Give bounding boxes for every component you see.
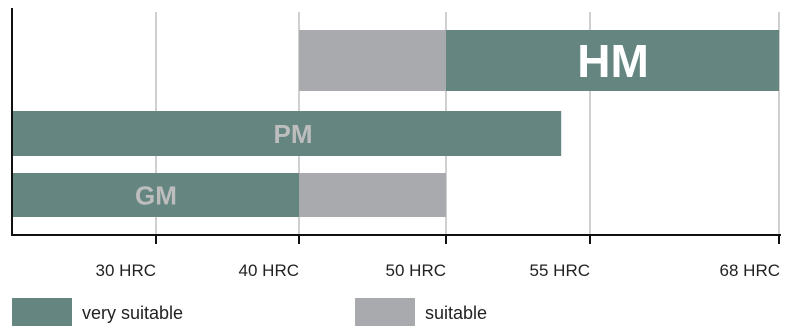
x-tick-label: 55 HRC [530,261,590,280]
x-tick-label: 50 HRC [386,261,446,280]
bar-segment-hm-very-suitable [446,30,779,91]
x-tick-label: 40 HRC [239,261,299,280]
legend: very suitable suitable [12,298,487,326]
legend-swatch-very-suitable [12,298,72,326]
bar-segment-hm-suitable [299,30,446,91]
bar-label-gm: GM [135,180,177,210]
x-tick-labels: 30 HRC 40 HRC 50 HRC 55 HRC 68 HRC [96,261,780,280]
x-tick-label: 30 HRC [96,261,156,280]
bars: HM PM GM [13,30,779,217]
x-tick-label: 68 HRC [720,261,780,280]
bar-segment-pm-very-suitable [13,111,562,156]
bar-label-hm: HM [577,35,649,87]
legend-swatch-suitable [355,298,415,326]
legend-label-suitable: suitable [425,303,487,323]
bar-segment-gm-very-suitable [13,173,299,217]
axes [11,8,781,244]
legend-label-very-suitable: very suitable [82,303,183,323]
bar-label-pm: PM [274,119,313,149]
bar-segment-gm-suitable [299,173,446,217]
